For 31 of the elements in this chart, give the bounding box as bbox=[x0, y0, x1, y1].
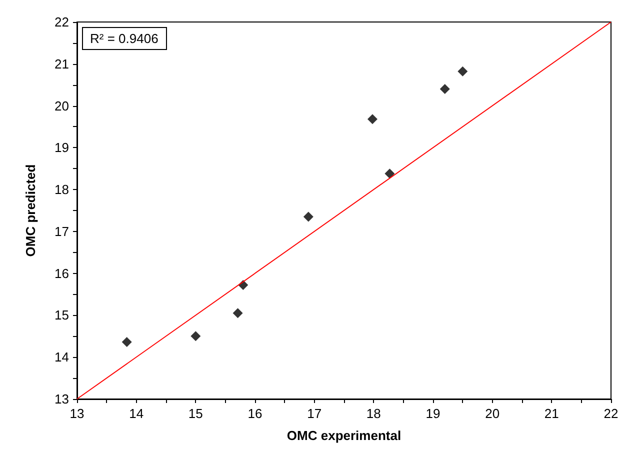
point bbox=[232, 308, 243, 318]
y-axis-title: OMC predicted bbox=[23, 164, 38, 257]
x-tick-label: 16 bbox=[248, 406, 262, 421]
point bbox=[458, 66, 468, 76]
point bbox=[190, 331, 201, 342]
x-tick-label: 19 bbox=[426, 406, 440, 421]
x-tick-label: 18 bbox=[366, 406, 381, 421]
x-tick-label: 15 bbox=[188, 406, 203, 421]
y-tick-label: 13 bbox=[54, 392, 69, 406]
y-tick-label: 14 bbox=[54, 350, 69, 365]
point bbox=[303, 212, 314, 222]
x-tick-label: 20 bbox=[485, 406, 500, 421]
y-tick-label: 17 bbox=[54, 224, 69, 239]
x-tick-label: 13 bbox=[70, 406, 84, 421]
point bbox=[440, 84, 450, 94]
y-tick-label: 22 bbox=[54, 14, 69, 30]
x-tick-label: 21 bbox=[544, 406, 559, 421]
y-tick-label: 21 bbox=[54, 56, 69, 72]
y-tick-label: 15 bbox=[54, 308, 69, 323]
x-tick-label: 17 bbox=[307, 406, 322, 421]
y-tick-label: 20 bbox=[54, 98, 69, 114]
point bbox=[367, 114, 378, 124]
annotation: R² = 0.9406 bbox=[90, 31, 158, 46]
y-tick-label: 16 bbox=[54, 266, 69, 281]
point bbox=[384, 168, 395, 179]
x-axis-title: OMC experimental bbox=[286, 428, 402, 443]
y-tick-label: 19 bbox=[54, 140, 69, 156]
point bbox=[122, 337, 132, 348]
x-tick-label: 14 bbox=[129, 406, 144, 421]
y-tick-label: 18 bbox=[54, 182, 69, 198]
x-tick-label: 22 bbox=[604, 406, 618, 421]
